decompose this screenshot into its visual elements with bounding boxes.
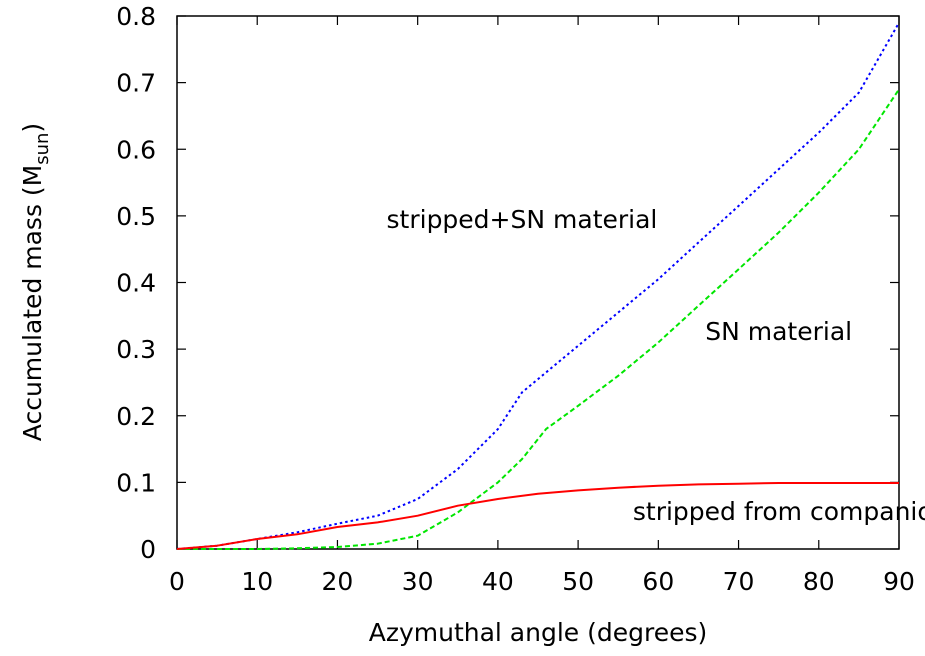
- series-layer: [176, 22, 900, 550]
- y-tick-label: 0.2: [116, 402, 156, 431]
- annotation-label: stripped from companion: [633, 497, 925, 526]
- y-tick-label: 0: [140, 535, 156, 564]
- y-axis-title-subscript: sun: [32, 133, 53, 165]
- x-tick-label: 80: [803, 567, 835, 596]
- x-tick-label: 30: [402, 567, 434, 596]
- y-axis: 0 0.1 0.2 0.3 0.4 0.5 0.6 0.7 0.8: [116, 2, 899, 564]
- annotation-layer: stripped+SN material SN material stripped …: [387, 205, 925, 526]
- y-tick-label: 0.1: [116, 468, 156, 497]
- x-axis: 0 10 20 30 40 50 60 70 80 90: [169, 16, 915, 596]
- plot-frame: [176, 15, 900, 550]
- y-tick-label: 0.8: [116, 2, 156, 31]
- y-tick-label: 0.7: [116, 69, 156, 98]
- x-tick-label: 70: [723, 567, 755, 596]
- y-tick-label: 0.6: [116, 135, 156, 164]
- x-tick-label: 0: [169, 567, 185, 596]
- annotation-label: SN material: [705, 317, 852, 346]
- y-axis-title: Accumulated mass (Msun): [18, 123, 53, 441]
- y-tick-label: 0.4: [116, 269, 156, 298]
- y-axis-title-suffix: ): [18, 123, 47, 133]
- series-line-sn: [177, 88, 900, 550]
- x-tick-label: 90: [883, 567, 915, 596]
- x-tick-label: 10: [241, 567, 273, 596]
- series-line-stripped: [176, 482, 899, 550]
- y-tick-label: 0.5: [116, 202, 156, 231]
- x-tick-label: 20: [322, 567, 354, 596]
- x-tick-label: 40: [482, 567, 514, 596]
- series-line-stripped-sn: [176, 22, 900, 550]
- x-tick-label: 50: [562, 567, 594, 596]
- x-tick-label: 60: [642, 567, 674, 596]
- annotation-label: stripped+SN material: [387, 205, 658, 234]
- y-tick-label: 0.3: [116, 335, 156, 364]
- y-axis-title-prefix: Accumulated mass (M: [18, 165, 47, 441]
- x-axis-title: Azymuthal angle (degrees): [369, 618, 708, 647]
